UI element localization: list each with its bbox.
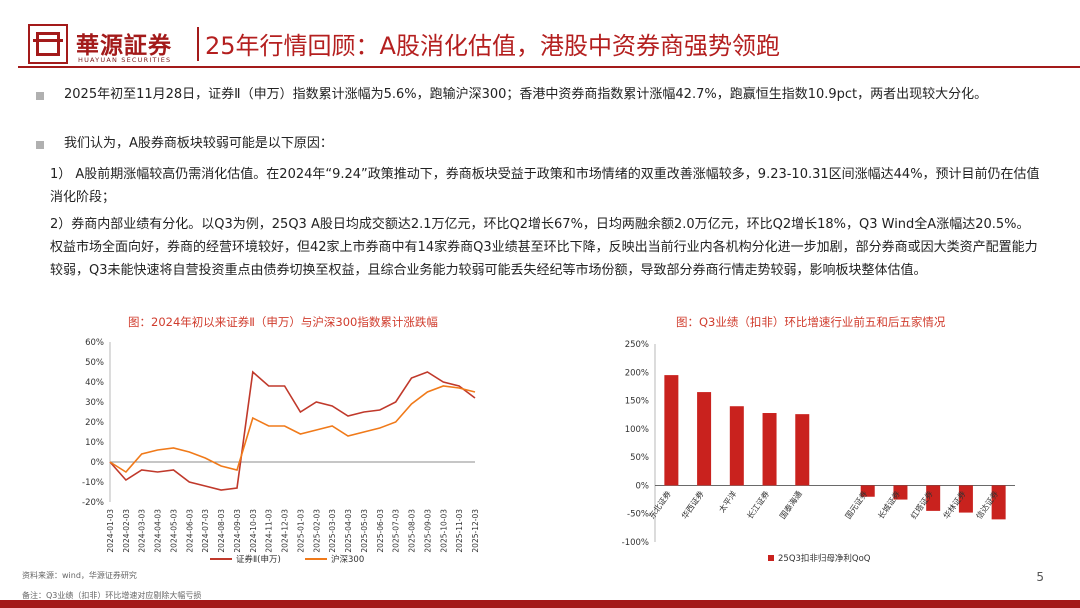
bar bbox=[893, 485, 908, 500]
x-tick-label: 2025-11-03 bbox=[455, 509, 464, 553]
right-chart-caption: 图：Q3业绩（扣非）环比增速行业前五和后五家情况 bbox=[676, 315, 946, 329]
y-tick-label: 150% bbox=[625, 397, 649, 407]
legend-label: 25Q3扣非归母净利QoQ bbox=[778, 553, 871, 564]
y-tick-label: 60% bbox=[85, 338, 104, 348]
y-tick-label: 0% bbox=[91, 458, 105, 468]
x-tick-label: 2024-11-03 bbox=[265, 509, 274, 553]
x-tick-label: 2025-02-03 bbox=[312, 509, 321, 553]
source-note: 资料来源：wind，华源证券研究 bbox=[22, 571, 137, 580]
y-tick-label: 30% bbox=[85, 398, 104, 408]
footnote: 备注：Q3业绩（扣非）环比增速对应剔除大幅亏损 bbox=[22, 591, 202, 600]
series-line-securities bbox=[109, 370, 476, 491]
bullet-icon bbox=[36, 92, 44, 100]
legend-swatch bbox=[768, 555, 774, 561]
category-label: 长城证券 bbox=[876, 489, 903, 521]
x-tick-label: 2024-04-03 bbox=[154, 509, 163, 553]
x-tick-label: 2024-01-03 bbox=[106, 509, 115, 553]
x-tick-label: 2025-08-03 bbox=[408, 509, 417, 553]
logo-subtitle: HUAYUAN SECURITIES bbox=[78, 56, 172, 64]
category-label: 长江证券 bbox=[745, 489, 772, 521]
slide-title: 25年行情回顾：A股消化估值，港股中资券商强势领跑 bbox=[205, 32, 780, 60]
x-tick-label: 2025-12-03 bbox=[471, 509, 480, 553]
x-tick-label: 2024-10-03 bbox=[249, 509, 258, 553]
y-tick-label: 50% bbox=[85, 358, 104, 368]
series-line-csi300 bbox=[109, 385, 476, 474]
paragraph-reason-1: 1） A股前期涨幅较高仍需消化估值。在2024年“9.24”政策推动下，券商板块… bbox=[50, 167, 1040, 205]
y-tick-label: 20% bbox=[85, 418, 104, 428]
header-rule bbox=[18, 66, 1080, 68]
legend-label: 沪深300 bbox=[331, 554, 364, 565]
x-tick-label: 2025-03-03 bbox=[328, 509, 337, 553]
bar bbox=[958, 485, 973, 513]
y-tick-label: -50% bbox=[627, 510, 649, 520]
bar-chart: 250% 200% 150% 100% 50% 0% -50% -100% 东北证券 华西证券 太平… bbox=[622, 340, 1015, 564]
bar bbox=[664, 375, 679, 486]
x-tick-label: 2025-04-03 bbox=[344, 509, 353, 553]
x-tick-label: 2025-10-03 bbox=[439, 509, 448, 553]
paragraph-summary: 2025年初至11月28日，证券Ⅱ（申万）指数累计涨幅为5.6%，跑输沪深300… bbox=[64, 87, 988, 102]
x-tick-label: 2024-02-03 bbox=[122, 509, 131, 553]
bullet-icon bbox=[36, 141, 44, 149]
x-tick-label: 2025-06-03 bbox=[376, 509, 385, 553]
y-tick-label: 250% bbox=[625, 340, 649, 350]
y-tick-label: 40% bbox=[85, 378, 104, 388]
x-tick-label: 2025-07-03 bbox=[392, 509, 401, 553]
bar bbox=[697, 392, 712, 486]
y-tick-label: 50% bbox=[630, 453, 649, 463]
y-tick-label: 10% bbox=[85, 438, 104, 448]
bar bbox=[762, 413, 777, 486]
x-tick-label: 2024-06-03 bbox=[185, 509, 194, 553]
bar bbox=[860, 485, 875, 497]
title-separator bbox=[197, 27, 199, 61]
footer-rule bbox=[0, 600, 1080, 608]
page-number: 5 bbox=[1036, 570, 1044, 584]
y-tick-label: 200% bbox=[625, 368, 649, 378]
category-label: 华西证券 bbox=[679, 489, 706, 521]
y-tick-label: -100% bbox=[622, 538, 649, 548]
logo-seal-icon bbox=[28, 24, 68, 64]
y-tick-label: -20% bbox=[82, 498, 104, 508]
logo-name: 華源証券 bbox=[76, 32, 172, 59]
y-tick-label: -10% bbox=[82, 478, 104, 488]
brand-logo: 華源証券 HUAYUAN SECURITIES bbox=[28, 24, 208, 72]
x-tick-label: 2024-07-03 bbox=[201, 509, 210, 553]
x-tick-label: 2025-01-03 bbox=[296, 509, 305, 553]
x-tick-label: 2024-12-03 bbox=[281, 509, 290, 553]
x-tick-label: 2024-05-03 bbox=[169, 509, 178, 553]
bar bbox=[991, 485, 1006, 520]
paragraph-reasons: 我们认为，A股券商板块较弱可能是以下原因： bbox=[64, 136, 333, 151]
x-tick-label: 2024-09-03 bbox=[233, 509, 242, 553]
y-tick-label: 0% bbox=[636, 481, 650, 491]
bar bbox=[795, 414, 810, 486]
x-tick-label: 2025-05-03 bbox=[360, 509, 369, 553]
category-label: 国泰海通 bbox=[777, 489, 804, 521]
left-chart-caption: 图：2024年初以来证券Ⅱ（申万）与沪深300指数累计涨跌幅 bbox=[128, 315, 438, 329]
x-tick-label: 2025-09-03 bbox=[423, 509, 432, 553]
x-tick-label: 2024-03-03 bbox=[138, 509, 147, 553]
x-tick-label: 2024-08-03 bbox=[217, 509, 226, 553]
category-label: 东北证券 bbox=[646, 489, 673, 521]
category-label: 太平洋 bbox=[716, 489, 738, 514]
bar bbox=[729, 406, 744, 486]
bar bbox=[926, 485, 941, 511]
line-chart: 60% 50% 40% 30% 20% 10% 0% -10% -20%2024-01-03 20… bbox=[82, 338, 480, 565]
category-label: 国元证券 bbox=[843, 489, 870, 521]
y-tick-label: 100% bbox=[625, 425, 649, 435]
legend-label: 证券Ⅱ(申万) bbox=[236, 554, 281, 565]
paragraph-reason-2: 2）券商内部业绩有分化。以Q3为例，25Q3 A股日均成交额达2.1万亿元，环比… bbox=[50, 217, 1038, 278]
